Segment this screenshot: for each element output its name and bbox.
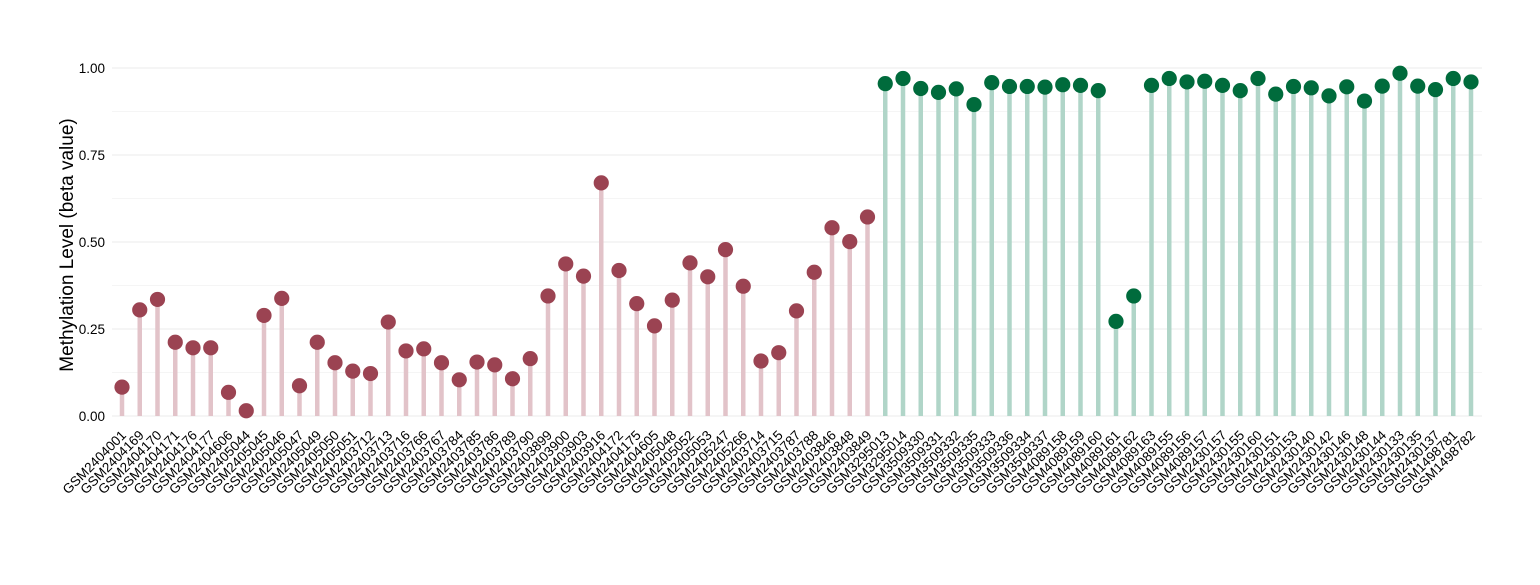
lollipop-point — [1463, 74, 1479, 90]
lollipop-point — [1232, 83, 1248, 99]
lollipop-point — [824, 220, 840, 236]
lollipop-point — [380, 314, 396, 330]
lollipop-point — [291, 378, 308, 394]
lollipop-point — [753, 353, 769, 369]
lollipop-point — [771, 345, 787, 361]
lollipop-point — [913, 80, 929, 97]
lollipop-point — [274, 290, 290, 306]
y-tick-label: 0.75 — [79, 148, 105, 163]
lollipop-point — [842, 234, 858, 250]
y-tick-label: 0.00 — [79, 409, 105, 424]
lollipop-point — [203, 340, 219, 356]
lollipop-point — [114, 379, 130, 395]
lollipop-point — [522, 350, 538, 367]
lollipop-point — [451, 372, 467, 388]
lollipop-point — [416, 341, 432, 357]
lollipop-point — [717, 242, 734, 258]
lollipop-point — [859, 209, 876, 225]
lollipop-point — [682, 255, 698, 271]
lollipop-point — [1356, 93, 1373, 109]
lollipop-point — [345, 363, 361, 379]
lollipop-point — [1214, 77, 1231, 93]
lollipop-point — [1374, 78, 1390, 94]
lollipop-point — [735, 278, 751, 294]
lollipop-point — [966, 96, 982, 113]
lollipop-point — [238, 403, 254, 419]
lollipop-point — [788, 303, 805, 319]
lollipop-point — [593, 175, 609, 191]
lollipop-point — [575, 268, 592, 284]
lollipop-point — [646, 318, 663, 334]
lollipop-point — [930, 84, 947, 100]
lollipop-point — [948, 81, 964, 97]
lollipop-point — [629, 295, 645, 312]
y-axis-title: Methylation Level (beta value) — [57, 118, 78, 371]
lollipop-point — [469, 354, 485, 370]
lollipop-point — [1019, 78, 1035, 95]
y-tick-label: 1.00 — [79, 61, 105, 76]
stem-layer — [119, 73, 1474, 416]
lollipop-point — [1321, 88, 1337, 104]
lollipop-point — [1268, 86, 1284, 102]
lollipop-point — [664, 292, 680, 308]
lollipop-point — [1179, 74, 1195, 90]
lollipop-point — [132, 302, 148, 318]
lollipop-point — [185, 340, 201, 356]
lollipop-point — [806, 264, 822, 280]
lollipop-point — [1197, 73, 1213, 89]
lollipop-point — [1161, 70, 1177, 87]
x-axis-ticks: GSM2404001GSM2404169GSM2404170GSM2404171… — [60, 427, 1479, 497]
lollipop-point — [1427, 81, 1444, 98]
lollipop-point — [256, 307, 272, 324]
lollipop-point — [540, 288, 556, 304]
lollipop-point — [167, 334, 183, 350]
lollipop-point — [433, 355, 450, 371]
lollipop-point — [1108, 313, 1124, 329]
lollipop-point — [1037, 79, 1053, 95]
lollipop-point — [558, 256, 574, 272]
lollipop-point — [327, 355, 343, 371]
lollipop-point — [1001, 78, 1018, 95]
lollipop-point — [1250, 70, 1266, 87]
lollipop-point — [1445, 70, 1461, 87]
lollipop-point — [611, 262, 627, 279]
lollipop-point — [700, 269, 716, 285]
lollipop-point — [1410, 78, 1426, 94]
y-tick-label: 0.25 — [79, 322, 105, 337]
lollipop-point — [1090, 83, 1106, 99]
lollipop-point — [984, 75, 1000, 91]
lollipop-point — [149, 291, 166, 308]
lollipop-point — [1392, 65, 1408, 81]
lollipop-point — [1055, 77, 1071, 93]
lollipop-point — [1143, 77, 1160, 93]
lollipop-point — [877, 76, 893, 92]
lollipop-point — [1285, 78, 1302, 95]
lollipop-point — [1339, 79, 1355, 95]
lollipop-point — [504, 371, 521, 387]
lollipop-point — [1126, 288, 1142, 304]
lollipop-point — [309, 334, 325, 350]
lollipop-point — [1072, 77, 1089, 93]
lollipop-point — [895, 70, 911, 87]
lollipop-point — [1303, 80, 1319, 96]
lollipop-point — [220, 384, 237, 400]
lollipop-point — [487, 357, 503, 373]
lollipop-point — [398, 343, 414, 359]
y-axis-ticks: 0.00 0.25 0.50 0.75 1.00 — [79, 61, 105, 424]
point-layer — [114, 65, 1479, 419]
lollipop-point — [362, 365, 379, 382]
y-tick-label: 0.50 — [79, 235, 105, 250]
